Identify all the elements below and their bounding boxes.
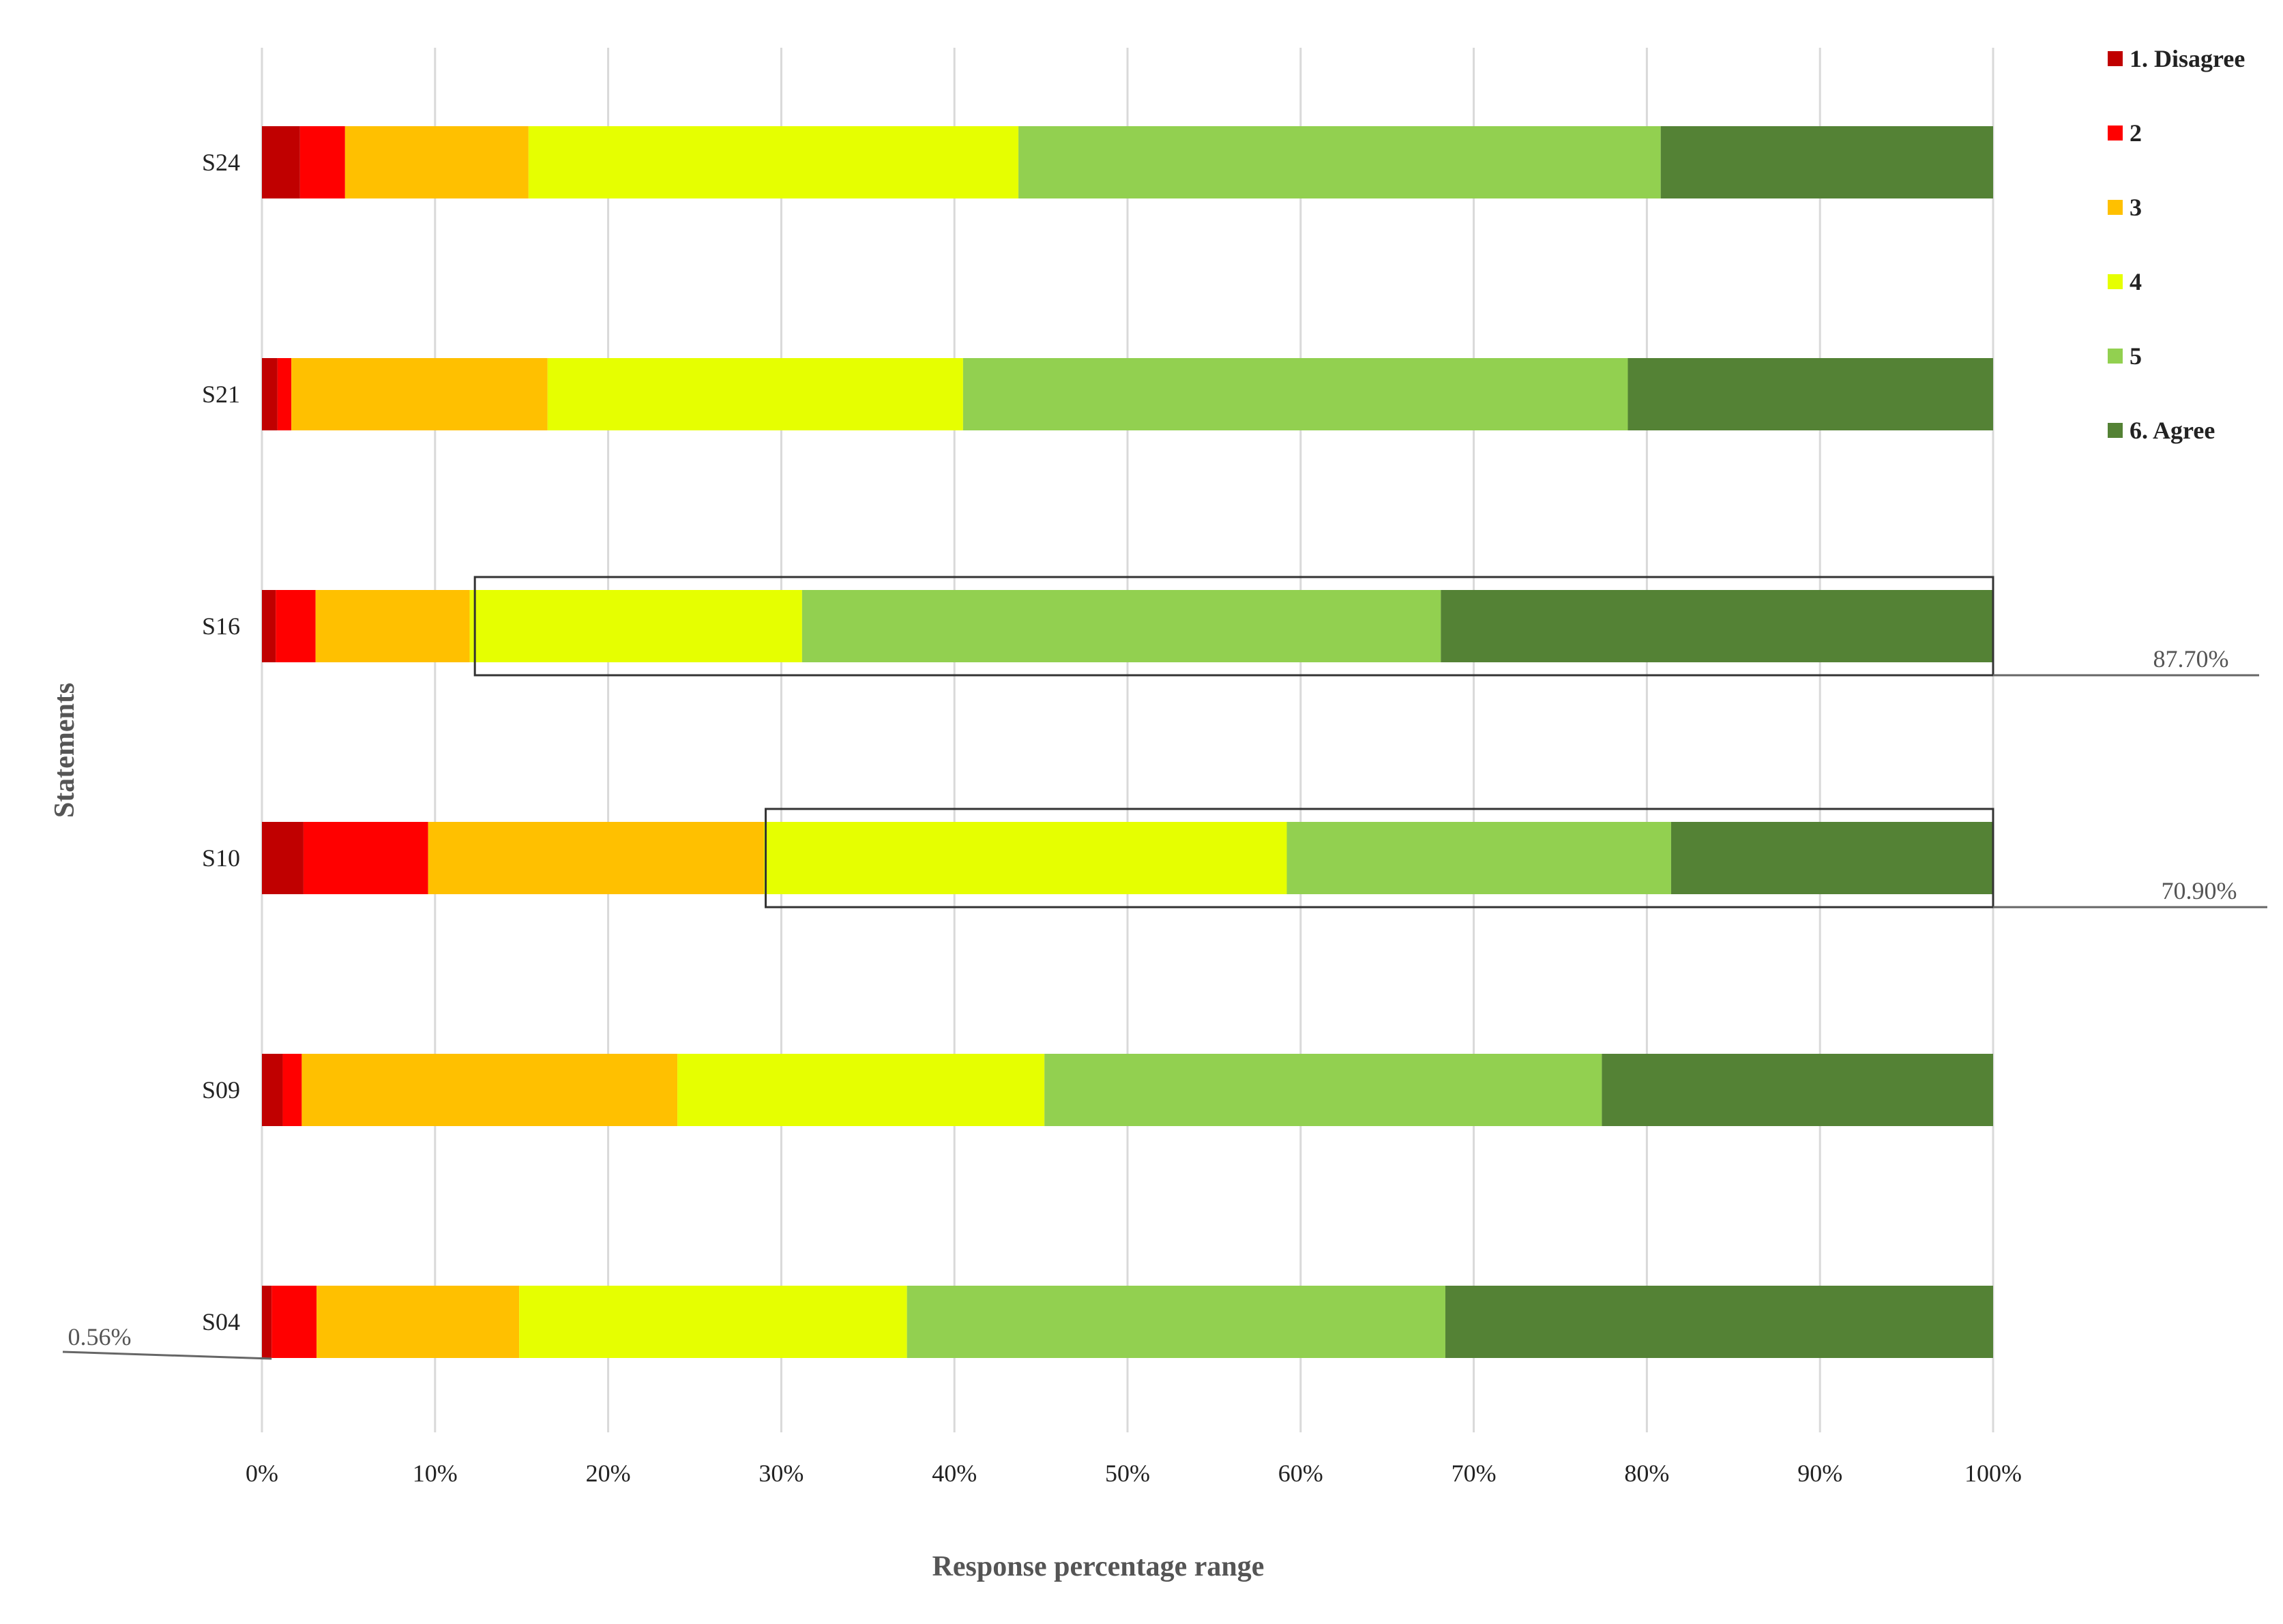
bar-segment-s10-5 (1286, 822, 1671, 894)
annotation-leader-line (62, 1350, 272, 1360)
y-tick-label: S04 (202, 1308, 240, 1335)
legend-swatch (2108, 274, 2123, 289)
x-tick-label: 20% (586, 1460, 631, 1487)
legend: 1. Disagree 2 3 4 5 6. Agree (2108, 45, 2245, 444)
bar-segment-s04-6 (1445, 1286, 1993, 1358)
x-tick-label: 70% (1452, 1460, 1497, 1487)
bar-segment-s24-2 (299, 126, 345, 198)
bar-segment-s21-1 (262, 358, 278, 430)
x-tick-label: 100% (1964, 1460, 2022, 1487)
bar-segment-s16-6 (1441, 590, 1993, 662)
annotation-label: 87.70% (2153, 645, 2229, 673)
bar-segment-s09-4 (677, 1054, 1045, 1126)
bar-segment-s21-4 (547, 358, 963, 430)
gridlines (261, 48, 1994, 1432)
x-tick-label: 50% (1105, 1460, 1150, 1487)
bar-segment-s04-1 (262, 1286, 272, 1358)
legend-label: 4 (2130, 268, 2142, 295)
bar-segment-s04-4 (519, 1286, 907, 1358)
bar-segment-s09-6 (1602, 1054, 1993, 1126)
legend-swatch (2108, 423, 2123, 438)
legend-swatch (2108, 200, 2123, 215)
bar-segment-s09-3 (301, 1054, 678, 1126)
x-tick-label: 30% (758, 1460, 804, 1487)
annotation-label: 0.56% (68, 1323, 132, 1350)
bar-segment-s21-2 (277, 358, 292, 430)
bar-segment-s21-6 (1627, 358, 1993, 430)
bar-segment-s16-5 (801, 590, 1441, 662)
annotation-label: 70.90% (2162, 877, 2237, 904)
x-tick-label: 60% (1278, 1460, 1323, 1487)
x-axis-ticks: 0% 10% 20% 30% 40% 50% 60% 70% 80% 90% 100% (246, 1460, 2022, 1487)
bars (262, 126, 1993, 1358)
legend-label: 5 (2130, 342, 2142, 370)
bar-segment-s24-3 (344, 126, 529, 198)
legend-label: 1. Disagree (2130, 45, 2245, 72)
bar-segment-s04-3 (316, 1286, 520, 1358)
bar-segment-s24-5 (1018, 126, 1661, 198)
bar-segment-s21-3 (291, 358, 548, 430)
legend-swatch (2108, 51, 2123, 66)
bar-segment-s24-4 (528, 126, 1019, 198)
annotations: 87.70% 70.90% 0.56% (62, 576, 2267, 1360)
bar-segment-s04-5 (907, 1286, 1445, 1358)
annotation-box (473, 576, 1994, 677)
bar-segment-s10-4 (764, 822, 1287, 894)
annotation-box (765, 808, 1994, 909)
y-tick-label: S10 (202, 844, 240, 872)
y-tick-label: S24 (202, 149, 240, 176)
y-axis-title: Statements (49, 683, 80, 818)
legend-swatch (2108, 126, 2123, 141)
bar-segment-s09-2 (282, 1054, 302, 1126)
bar-segment-s10-6 (1670, 822, 1993, 894)
bar-segment-s09-5 (1044, 1054, 1602, 1126)
y-tick-label: S16 (202, 612, 240, 640)
x-axis-title: Response percentage range (932, 1551, 1265, 1582)
bar-segment-s21-5 (962, 358, 1628, 430)
bar-segment-s16-2 (276, 590, 316, 662)
legend-label: 3 (2130, 194, 2142, 221)
bar-segment-s10-2 (303, 822, 428, 894)
x-tick-label: 10% (413, 1460, 458, 1487)
bar-segment-s16-1 (262, 590, 276, 662)
bar-segment-s24-1 (262, 126, 300, 198)
bar-segment-s04-2 (271, 1286, 317, 1358)
y-tick-label: S21 (202, 381, 240, 408)
x-tick-label: 0% (246, 1460, 278, 1487)
bar-segment-s16-4 (469, 590, 802, 662)
legend-swatch (2108, 349, 2123, 364)
x-tick-label: 80% (1624, 1460, 1669, 1487)
bar-segment-s24-6 (1660, 126, 1993, 198)
bar-segment-s16-3 (315, 590, 470, 662)
x-tick-label: 40% (932, 1460, 977, 1487)
bar-segment-s10-3 (428, 822, 765, 894)
legend-label: 6. Agree (2130, 417, 2215, 444)
y-axis-ticks: S24 S21 S16 S10 S09 S04 (202, 149, 240, 1335)
y-tick-label: S09 (202, 1076, 240, 1104)
bar-segment-s10-1 (262, 822, 304, 894)
legend-label: 2 (2130, 119, 2142, 147)
bar-segment-s09-1 (262, 1054, 283, 1126)
x-tick-label: 90% (1797, 1460, 1842, 1487)
